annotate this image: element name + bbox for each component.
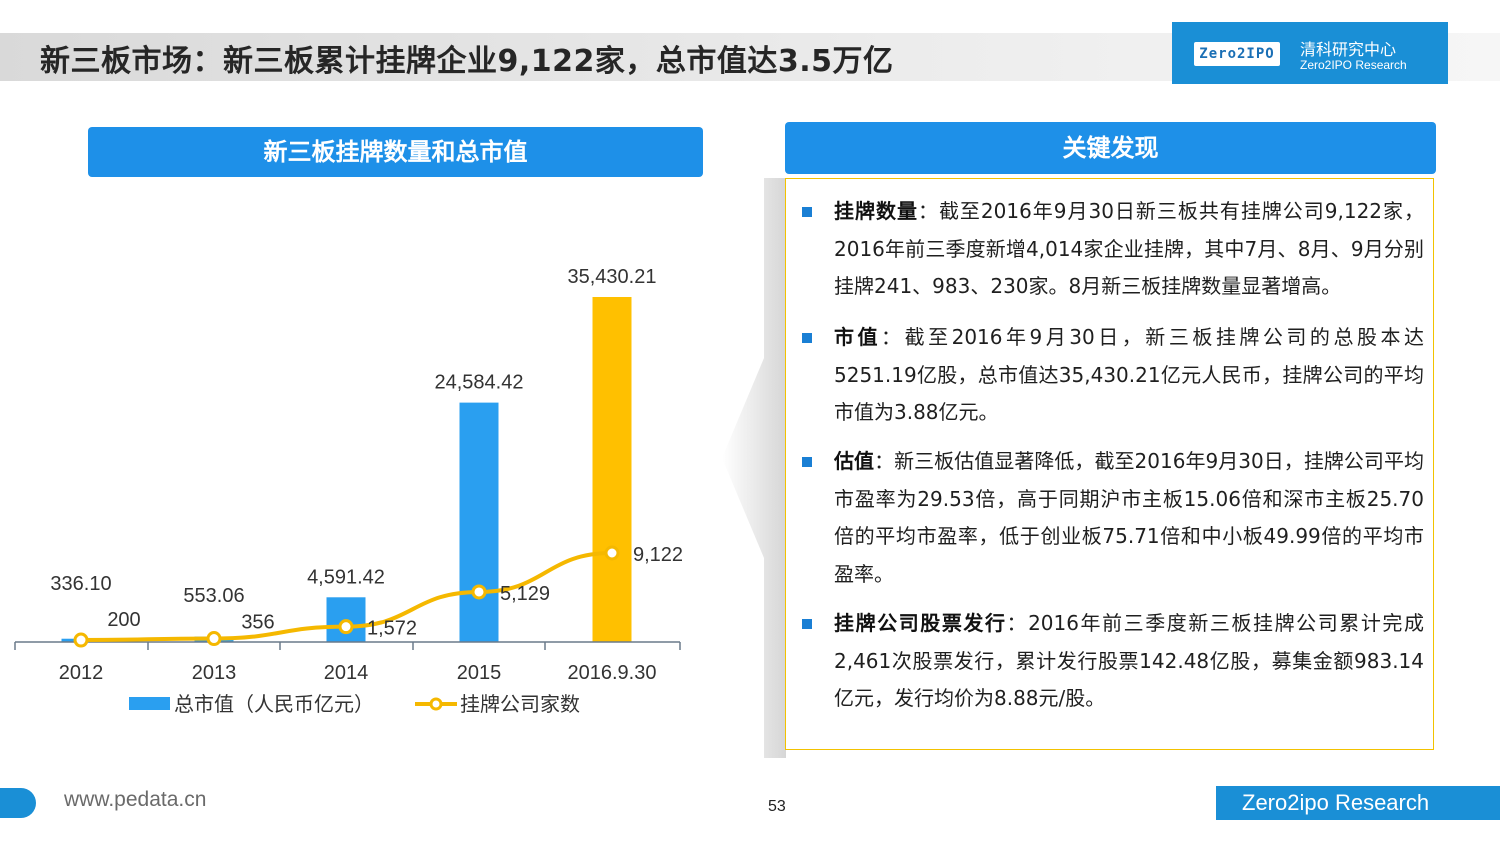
finding-text: 挂牌公司股票发行：2016年前三季度新三板挂牌公司累计完成2,461次股票发行，… [834,605,1424,718]
finding-label: 估值 [834,449,875,473]
line-point-listed-companies [471,584,487,600]
x-tick-label: 2013 [192,662,237,684]
legend-label-listed-companies: 挂牌公司家数 [460,692,580,716]
combo-chart: 2012 2013 2014 2015 2016.9.30 336.10 553.06 4,5… [14,266,683,716]
legend-swatch-market-value [129,697,170,710]
logo-badge: Zero2IPO [1194,42,1280,66]
logo-english-name: Zero2IPO Research [1300,58,1407,72]
line-value-label: 9,122 [633,544,683,566]
line-value-label: 1,572 [367,618,417,640]
chart-panel-heading: 新三板挂牌数量和总市值 [88,127,703,177]
footer-url[interactable]: www.pedata.cn [64,788,207,811]
bar-market-value [459,402,499,642]
bar-value-label: 24,584.42 [435,372,524,394]
finding-text: 估值：新三板估值显著降低，截至2016年9月30日，挂牌公司平均市盈率为29.5… [834,443,1424,593]
bar-market-value [592,297,632,642]
square-bullet-icon [802,619,812,629]
findings-panel-heading: 关键发现 [785,122,1436,174]
finding-body: ：截至2016年9月30日新三板共有挂牌公司9,122家，2016年前三季度新增… [834,199,1425,298]
bar-value-label: 35,430.21 [568,266,657,288]
legend-marker-listed-companies [429,697,443,711]
line-point-listed-companies [604,545,620,561]
finding-label: 挂牌公司股票发行 [834,611,1007,635]
finding-label: 市值 [834,325,882,349]
x-tick-label: 2016.9.30 [568,662,657,684]
finding-text: 挂牌数量：截至2016年9月30日新三板共有挂牌公司9,122家，2016年前三… [834,193,1424,306]
line-value-label: 5,129 [500,583,550,605]
findings-list: 挂牌数量：截至2016年9月30日新三板共有挂牌公司9,122家，2016年前三… [785,178,1434,750]
bar-value-label: 336.10 [50,573,111,595]
logo-chinese-name: 清科研究中心 [1300,40,1397,59]
square-bullet-icon [802,333,812,343]
legend-label-market-value: 总市值（人民币亿元） [174,692,374,716]
finding-body: ：2016年前三季度新三板挂牌公司累计完成2,461次股票发行，累计发行股票14… [834,611,1424,710]
line-point-listed-companies [73,632,89,648]
line-point-listed-companies [338,619,354,635]
x-tick-label: 2014 [324,662,369,684]
bar-value-label: 553.06 [183,585,244,607]
brand-logo: Zero2IPO 清科研究中心 Zero2IPO Research [1172,22,1448,84]
page-number: 53 [768,798,786,815]
x-tick-label: 2015 [457,662,502,684]
x-tick-label: 2012 [59,662,104,684]
panel-pointer-shape [722,178,786,758]
footer-brand: Zero2ipo Research [1216,786,1500,820]
bar-value-label: 4,591.42 [307,566,385,588]
finding-text: 市值：截至2016年9月30日，新三板挂牌公司的总股本达5251.19亿股，总市… [834,319,1424,432]
square-bullet-icon [802,457,812,467]
square-bullet-icon [802,207,812,217]
footer-accent-tab [0,788,36,818]
finding-label: 挂牌数量 [834,199,918,223]
finding-body: ：新三板估值显著降低，截至2016年9月30日，挂牌公司平均市盈率为29.53倍… [834,449,1425,586]
line-value-label: 200 [107,609,140,631]
line-value-label: 356 [241,612,274,634]
page-title: 新三板市场：新三板累计挂牌企业9,122家，总市值达3.5万亿 [40,44,894,79]
line-point-listed-companies [206,631,222,647]
finding-body: ：截至2016年9月30日，新三板挂牌公司的总股本达5251.19亿股，总市值达… [834,325,1425,424]
